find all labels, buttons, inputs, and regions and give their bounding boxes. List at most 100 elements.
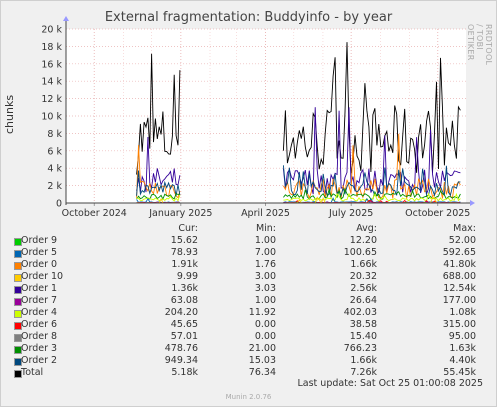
legend-row: Order 4 204.20 11.92 402.03 1.08k xyxy=(0,307,497,319)
x-tick-label: October 2024 xyxy=(62,208,127,219)
legend-cur-value: 5.18k xyxy=(171,367,198,378)
legend-row: Order 7 63.08 1.00 26.64 177.00 xyxy=(0,295,497,307)
legend-cur-value: 9.99 xyxy=(176,271,198,282)
x-tick-label: October 2025 xyxy=(405,208,470,219)
legend-row: Order 8 57.01 0.00 15.40 95.00 xyxy=(0,331,497,343)
legend-max-value: 177.00 xyxy=(442,295,476,306)
legend-label: Order 0 xyxy=(21,259,58,270)
x-tick-label: January 2025 xyxy=(148,208,212,219)
legend-swatch xyxy=(14,298,22,306)
legend-max-value: 12.54k xyxy=(443,283,476,294)
legend-row: Order 0 1.91k 1.76 1.66k 41.80k xyxy=(0,259,497,271)
x-tick-label: July 2025 xyxy=(328,208,373,219)
y-tick-label: 16 k xyxy=(41,59,62,70)
y-tick-label: 4 k xyxy=(47,164,62,175)
header-min: Min: xyxy=(255,223,276,234)
legend-max-value: 688.00 xyxy=(442,271,476,282)
y-tick-label: 18 k xyxy=(41,42,62,53)
legend-cur-value: 78.93 xyxy=(170,247,198,258)
legend-avg-value: 38.58 xyxy=(349,319,377,330)
legend-min-value: 76.34 xyxy=(248,367,276,378)
legend-min-value: 1.00 xyxy=(254,295,276,306)
legend-min-value: 21.00 xyxy=(248,343,276,354)
legend-avg-value: 1.66k xyxy=(350,355,377,366)
chart-plot: 0 2 k 4 k 6 k 8 k 10 k 12 k 14 k 16 k 18 k 20 k Oct… xyxy=(41,16,475,219)
legend-avg-value: 402.03 xyxy=(343,307,377,318)
legend-label: Order 2 xyxy=(21,355,58,366)
legend-row: Total 5.18k 76.34 7.26k 55.45k xyxy=(0,367,497,379)
legend-cur-value: 45.65 xyxy=(170,319,198,330)
legend-swatch xyxy=(14,370,22,378)
legend-swatch xyxy=(14,238,22,246)
last-update: Last update: Sat Oct 25 01:00:08 2025 xyxy=(297,378,483,389)
legend-max-value: 4.40k xyxy=(449,355,476,366)
y-tick-label: 14 k xyxy=(41,77,62,88)
y-tick-label: 10 k xyxy=(41,112,62,123)
legend-label: Order 6 xyxy=(21,319,58,330)
legend-label: Total xyxy=(21,367,44,378)
legend-label: Order 8 xyxy=(21,331,58,342)
legend-max-value: 52.00 xyxy=(448,235,476,246)
series-line-order-4 xyxy=(136,192,461,202)
legend-row: Order 2 949.34 15.03 1.66k 4.40k xyxy=(0,355,497,367)
legend-avg-value: 1.66k xyxy=(350,259,377,270)
legend-swatch xyxy=(14,250,22,258)
legend-cur-value: 57.01 xyxy=(170,331,198,342)
header-avg: Avg: xyxy=(356,223,377,234)
legend-row: Order 3 478.76 21.00 766.23 1.63k xyxy=(0,343,497,355)
legend-avg-value: 2.56k xyxy=(350,283,377,294)
legend-avg-value: 20.32 xyxy=(349,271,377,282)
legend-cur-value: 1.91k xyxy=(171,259,198,270)
legend-min-value: 3.00 xyxy=(254,271,276,282)
legend-max-value: 1.63k xyxy=(449,343,476,354)
legend-swatch xyxy=(14,358,22,366)
legend-label: Order 7 xyxy=(21,295,58,306)
legend-cur-value: 63.08 xyxy=(170,295,198,306)
legend-min-value: 0.00 xyxy=(254,331,276,342)
munin-version: Munin 2.0.76 xyxy=(225,393,272,401)
y-tick-label: 20 k xyxy=(41,25,62,36)
legend-max-value: 315.00 xyxy=(442,319,476,330)
y-axis-arrow xyxy=(63,16,69,21)
legend-max-value: 95.00 xyxy=(448,331,476,342)
legend-min-value: 0.00 xyxy=(254,319,276,330)
legend-label: Order 1 xyxy=(21,283,58,294)
legend-label: Order 4 xyxy=(21,307,58,318)
series-line-order-2 xyxy=(136,165,461,197)
legend-avg-value: 7.26k xyxy=(350,367,377,378)
legend-cur-value: 15.62 xyxy=(170,235,198,246)
chart-title: External fragmentation: Buddyinfo - by y… xyxy=(104,10,393,25)
legend-label: Order 10 xyxy=(21,271,64,282)
legend-row: Order 9 15.62 1.00 12.20 52.00 xyxy=(0,235,497,247)
y-tick-label: 8 k xyxy=(47,129,62,140)
legend-max-value: 55.45k xyxy=(443,367,476,378)
legend-min-value: 7.00 xyxy=(254,247,276,258)
legend-min-value: 15.03 xyxy=(248,355,276,366)
legend-swatch xyxy=(14,322,22,330)
legend-row: Order 1 1.36k 3.03 2.56k 12.54k xyxy=(0,283,497,295)
legend-row: Order 6 45.65 0.00 38.58 315.00 xyxy=(0,319,497,331)
legend-swatch xyxy=(14,334,22,342)
legend-min-value: 1.76 xyxy=(254,259,276,270)
x-tick-label: April 2025 xyxy=(241,208,290,219)
legend-avg-value: 15.40 xyxy=(349,331,377,342)
legend-avg-value: 766.23 xyxy=(343,343,377,354)
legend-max-value: 41.80k xyxy=(443,259,476,270)
legend-min-value: 1.00 xyxy=(254,235,276,246)
legend-cur-value: 1.36k xyxy=(171,283,198,294)
legend-min-value: 11.92 xyxy=(248,307,276,318)
legend-row: Order 10 9.99 3.00 20.32 688.00 xyxy=(0,271,497,283)
legend-swatch xyxy=(14,262,22,270)
legend-cur-value: 949.34 xyxy=(164,355,198,366)
legend-swatch xyxy=(14,286,22,294)
header-cur: Cur: xyxy=(178,223,198,234)
legend-cur-value: 204.20 xyxy=(164,307,198,318)
y-tick-label: 0 xyxy=(56,199,62,210)
legend-swatch xyxy=(14,274,22,282)
legend-avg-value: 26.64 xyxy=(349,295,377,306)
legend-max-value: 592.65 xyxy=(442,247,476,258)
y-tick-label: 2 k xyxy=(47,181,62,192)
x-axis-arrow xyxy=(470,200,475,206)
legend-row: Order 5 78.93 7.00 100.65 592.65 xyxy=(0,247,497,259)
y-tick-label: 6 k xyxy=(47,146,62,157)
